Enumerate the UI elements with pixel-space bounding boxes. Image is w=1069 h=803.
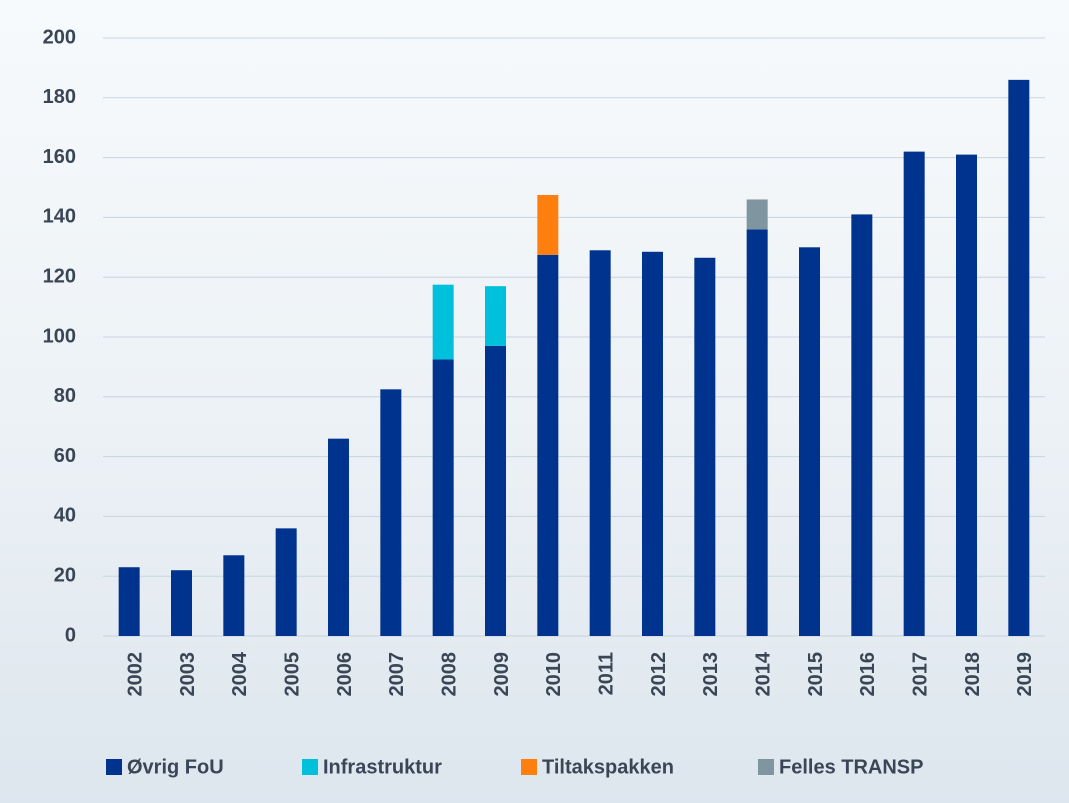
- x-tick-label: 2013: [700, 652, 722, 697]
- bar-segment: [485, 345, 506, 636]
- bar-segment: [851, 214, 873, 636]
- bar-segment: [537, 254, 559, 636]
- y-tick-label: 80: [54, 385, 76, 407]
- x-tick-label: 2015: [805, 652, 827, 697]
- bar-segment: [642, 251, 663, 636]
- bar-segment: [328, 438, 349, 636]
- bar-segment: [432, 359, 454, 636]
- x-tick-label: 2011: [595, 652, 617, 695]
- x-tick-label: 2003: [177, 652, 199, 697]
- x-tick-label: 2010: [543, 652, 565, 697]
- y-tick-label: 40: [54, 505, 76, 527]
- bar-segment: [746, 199, 768, 230]
- y-tick-label: 140: [43, 206, 76, 228]
- bar-segment: [380, 389, 402, 636]
- y-tick-label: 100: [43, 325, 76, 347]
- legend-label: Øvrig FoU: [127, 756, 224, 778]
- bar-segment: [118, 567, 140, 636]
- x-tick-label: 2006: [334, 652, 356, 697]
- y-tick-label: 180: [43, 86, 76, 108]
- bar-segment: [903, 151, 925, 636]
- y-tick-label: 0: [65, 624, 76, 646]
- legend-swatch: [302, 759, 318, 775]
- y-tick-label: 160: [43, 146, 76, 168]
- bar-segment: [275, 528, 297, 636]
- bar-segment: [432, 284, 454, 360]
- legend-swatch: [521, 759, 537, 775]
- bar-segment: [223, 555, 245, 636]
- y-tick-label: 200: [43, 26, 76, 48]
- x-tick-label: 2019: [1014, 652, 1036, 697]
- x-tick-label: 2002: [124, 652, 146, 697]
- bar-segment: [799, 247, 820, 637]
- bar-segment: [485, 286, 506, 346]
- y-tick-label: 20: [54, 564, 76, 586]
- x-tick-label: 2007: [386, 652, 408, 697]
- bar-segment: [171, 570, 192, 636]
- x-tick-label: 2014: [752, 651, 774, 696]
- x-tick-label: 2005: [281, 652, 303, 697]
- x-tick-label: 2018: [962, 652, 984, 697]
- y-tick-label: 120: [43, 265, 76, 287]
- x-tick-label: 2009: [491, 652, 513, 697]
- legend-label: Infrastruktur: [323, 756, 442, 778]
- bar-segment: [1008, 79, 1030, 637]
- x-tick-label: 2004: [229, 651, 251, 696]
- bar-segment: [537, 194, 559, 255]
- legend-swatch: [758, 759, 774, 775]
- x-tick-label: 2008: [438, 652, 460, 697]
- bar-segment: [589, 250, 611, 637]
- y-tick-label: 60: [54, 445, 76, 467]
- x-tick-label: 2016: [857, 652, 879, 697]
- legend-label: Felles TRANSP: [779, 756, 923, 778]
- bar-segment: [746, 229, 768, 637]
- bar-segment: [956, 154, 977, 637]
- bar-segment: [694, 257, 716, 636]
- legend-swatch: [106, 759, 122, 775]
- x-tick-label: 2012: [648, 652, 670, 697]
- legend-label: Tiltakspakken: [542, 756, 674, 778]
- x-tick-label: 2017: [909, 652, 931, 697]
